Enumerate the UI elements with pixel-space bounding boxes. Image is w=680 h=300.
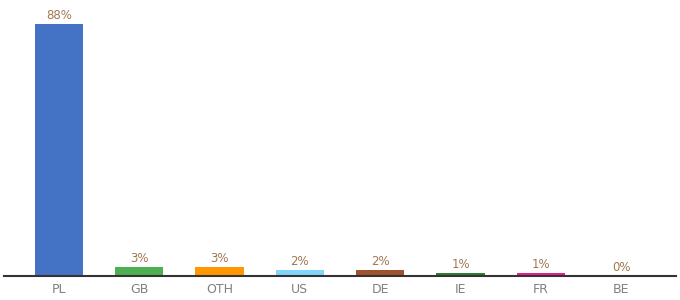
Text: 2%: 2%: [371, 255, 390, 268]
Text: 1%: 1%: [452, 258, 470, 271]
Text: 1%: 1%: [532, 258, 550, 271]
Text: 88%: 88%: [46, 9, 71, 22]
Bar: [195, 267, 243, 276]
Text: 0%: 0%: [612, 261, 630, 274]
Bar: [437, 273, 485, 276]
Bar: [275, 270, 324, 276]
Bar: [356, 270, 405, 276]
Text: 3%: 3%: [130, 252, 148, 265]
Text: 3%: 3%: [210, 252, 228, 265]
Text: 2%: 2%: [290, 255, 309, 268]
Bar: [35, 24, 83, 276]
Bar: [517, 273, 565, 276]
Bar: [115, 267, 163, 276]
